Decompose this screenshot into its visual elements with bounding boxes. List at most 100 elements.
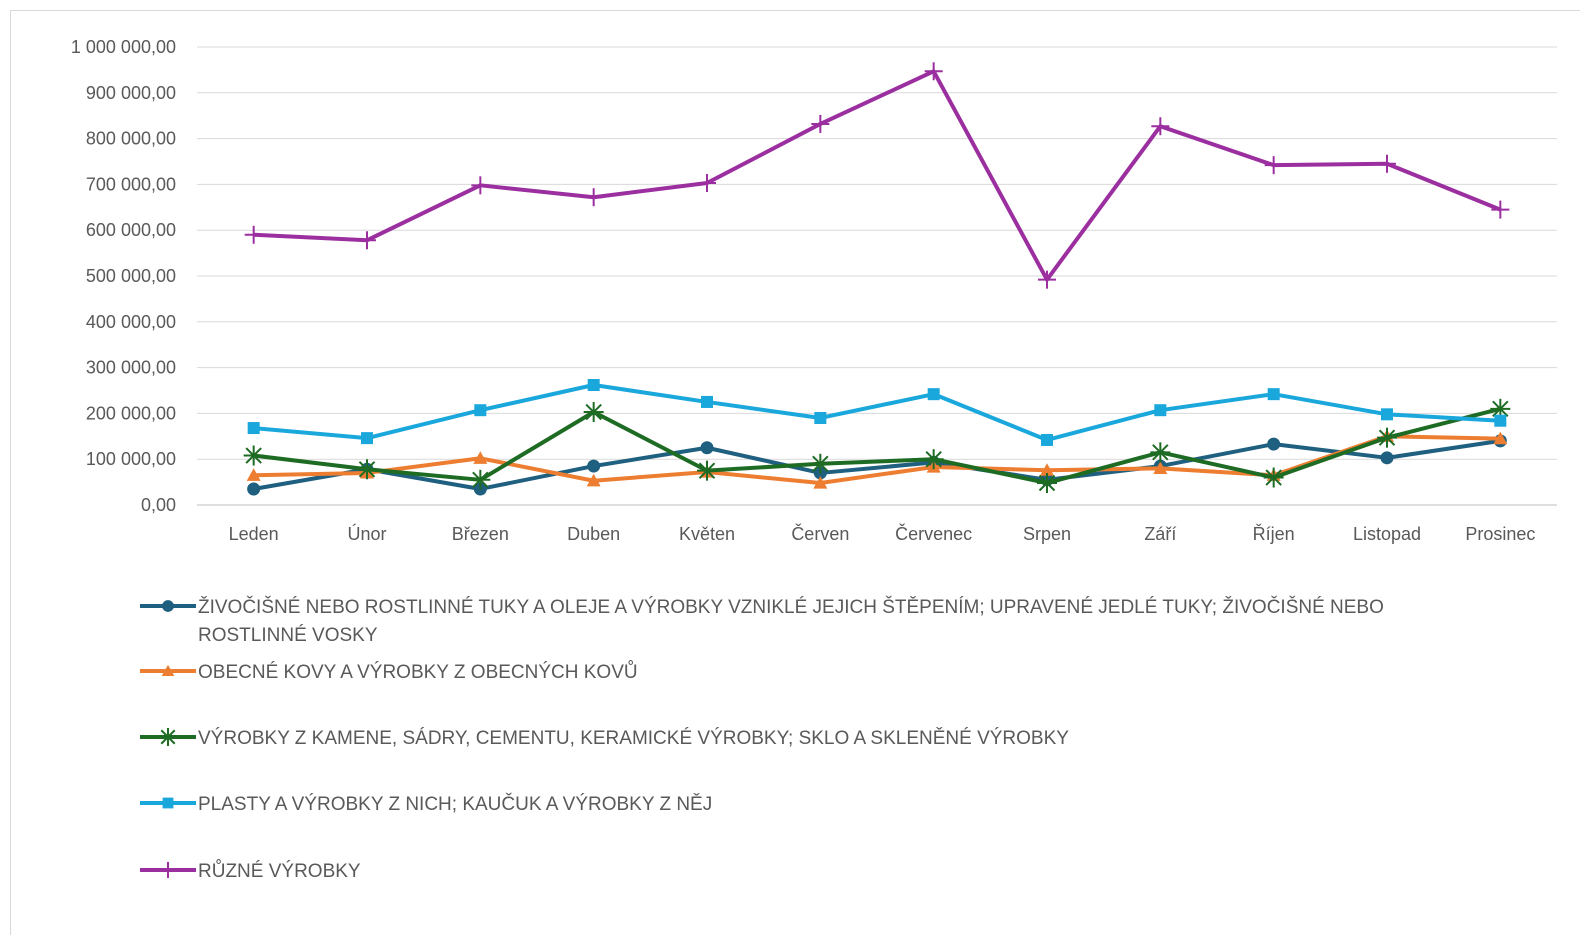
x-tick-label: Září	[1144, 524, 1176, 544]
series-line	[253, 383, 1501, 442]
legend-label: VÝROBKY Z KAMENE, SÁDRY, CEMENTU, KERAMI…	[198, 727, 1069, 749]
data-point	[246, 468, 261, 481]
data-point	[162, 600, 174, 612]
data-point	[471, 176, 490, 195]
legend-entry: VÝROBKY Z KAMENE, SÁDRY, CEMENTU, KERAMI…	[140, 727, 1069, 749]
y-tick-label: 0,00	[141, 495, 176, 515]
series-4	[247, 379, 1507, 446]
legend-label: ŽIVOČIŠNÉ NEBO ROSTLINNÉ TUKY A OLEJE A …	[198, 596, 1384, 618]
y-tick-label: 500 000,00	[86, 266, 176, 286]
legend-entry: ŽIVOČIŠNÉ NEBO ROSTLINNÉ TUKY A OLEJE A …	[140, 596, 1384, 646]
data-point	[159, 728, 177, 746]
data-point	[1378, 154, 1396, 173]
data-point	[586, 473, 601, 487]
legend-entry: RŮZNÉ VÝROBKY	[140, 860, 361, 882]
data-point	[587, 459, 601, 473]
x-axis: Leden Únor Březen Duben Květen Červen Červenec…	[229, 523, 1536, 544]
data-point	[161, 664, 175, 677]
data-point	[1377, 427, 1397, 448]
y-tick-label: 300 000,00	[86, 358, 176, 378]
gridlines	[197, 46, 1557, 506]
series-line	[253, 69, 1502, 282]
data-point	[470, 469, 491, 490]
data-point	[923, 449, 944, 470]
data-point	[1263, 467, 1284, 488]
y-tick-label: 1 000 000,00	[71, 37, 176, 57]
y-tick-label: 700 000,00	[86, 174, 176, 194]
data-point	[361, 432, 373, 445]
legend-label: RŮZNÉ VÝROBKY	[198, 860, 361, 882]
data-point	[810, 453, 831, 474]
series-2	[246, 429, 1508, 489]
x-tick-label: Srpen	[1023, 524, 1071, 544]
data-point	[1491, 200, 1510, 219]
y-tick-label: 900 000,00	[86, 83, 176, 103]
y-tick-label: 600 000,00	[86, 220, 176, 240]
data-point	[1380, 451, 1394, 465]
data-point	[357, 459, 377, 480]
data-point	[924, 62, 943, 81]
data-point	[1151, 117, 1170, 136]
data-point	[698, 174, 716, 193]
data-point	[247, 422, 260, 435]
legend-label: PLASTY A VÝROBKY Z NICH; KAUČUK A VÝROBK…	[198, 793, 712, 815]
series-line	[253, 406, 1501, 486]
data-point	[1264, 156, 1283, 175]
series-line	[253, 438, 1501, 491]
data-point	[1037, 473, 1057, 494]
y-tick-label: 100 000,00	[86, 449, 176, 469]
data-point	[1490, 398, 1511, 419]
data-point	[1381, 408, 1393, 421]
x-tick-label: Červen	[791, 523, 849, 544]
data-point	[358, 231, 376, 250]
x-tick-label: Březen	[452, 524, 509, 544]
data-point	[1154, 404, 1167, 417]
data-point	[814, 411, 827, 424]
legend-entry: OBECNÉ KOVY A VÝROBKY Z OBECNÝCH KOVŮ	[140, 661, 638, 683]
x-tick-label: Prosinec	[1465, 524, 1535, 544]
data-point	[813, 476, 828, 489]
data-point	[697, 460, 717, 481]
y-tick-label: 200 000,00	[86, 403, 176, 423]
x-tick-label: Listopad	[1353, 524, 1421, 544]
legend-label: OBECNÉ KOVY A VÝROBKY Z OBECNÝCH KOVŮ	[198, 661, 638, 683]
x-tick-label: Květen	[679, 524, 735, 544]
data-point	[927, 388, 940, 401]
data-point	[701, 395, 713, 408]
data-point	[159, 861, 177, 879]
x-tick-label: Leden	[229, 524, 279, 544]
data-point	[1153, 461, 1168, 474]
data-point	[584, 188, 603, 207]
x-tick-label: Říjen	[1253, 524, 1295, 544]
data-point	[243, 445, 264, 466]
data-point	[1150, 442, 1171, 463]
data-point	[1038, 270, 1056, 289]
series-line	[253, 434, 1501, 486]
data-point	[1493, 431, 1508, 445]
data-point	[474, 404, 487, 417]
data-point	[162, 797, 174, 809]
x-tick-label: Duben	[567, 524, 620, 544]
y-tick-label: 800 000,00	[86, 129, 176, 149]
y-axis: 0,00 100 000,00 200 000,00 300 000,00 400 00…	[71, 37, 176, 515]
legend-entry: PLASTY A VÝROBKY Z NICH; KAUČUK A VÝROBK…	[140, 793, 712, 815]
x-tick-label: Únor	[347, 523, 386, 544]
legend: ŽIVOČIŠNÉ NEBO ROSTLINNÉ TUKY A OLEJE A …	[140, 596, 1384, 882]
data-point	[247, 482, 261, 496]
series-5	[244, 62, 1510, 289]
y-tick-label: 400 000,00	[86, 312, 176, 332]
data-point	[1041, 433, 1053, 446]
data-point	[1040, 463, 1054, 476]
data-point	[473, 451, 488, 464]
data-point	[587, 379, 600, 392]
data-point	[1267, 388, 1280, 401]
series-layer	[243, 62, 1511, 496]
data-point	[811, 114, 830, 133]
data-point	[244, 225, 263, 244]
series-3	[243, 398, 1511, 494]
data-point	[1267, 437, 1281, 451]
legend-label: ROSTLINNÉ VOSKY	[198, 625, 378, 646]
data-point	[700, 441, 714, 455]
data-point	[1494, 414, 1507, 427]
